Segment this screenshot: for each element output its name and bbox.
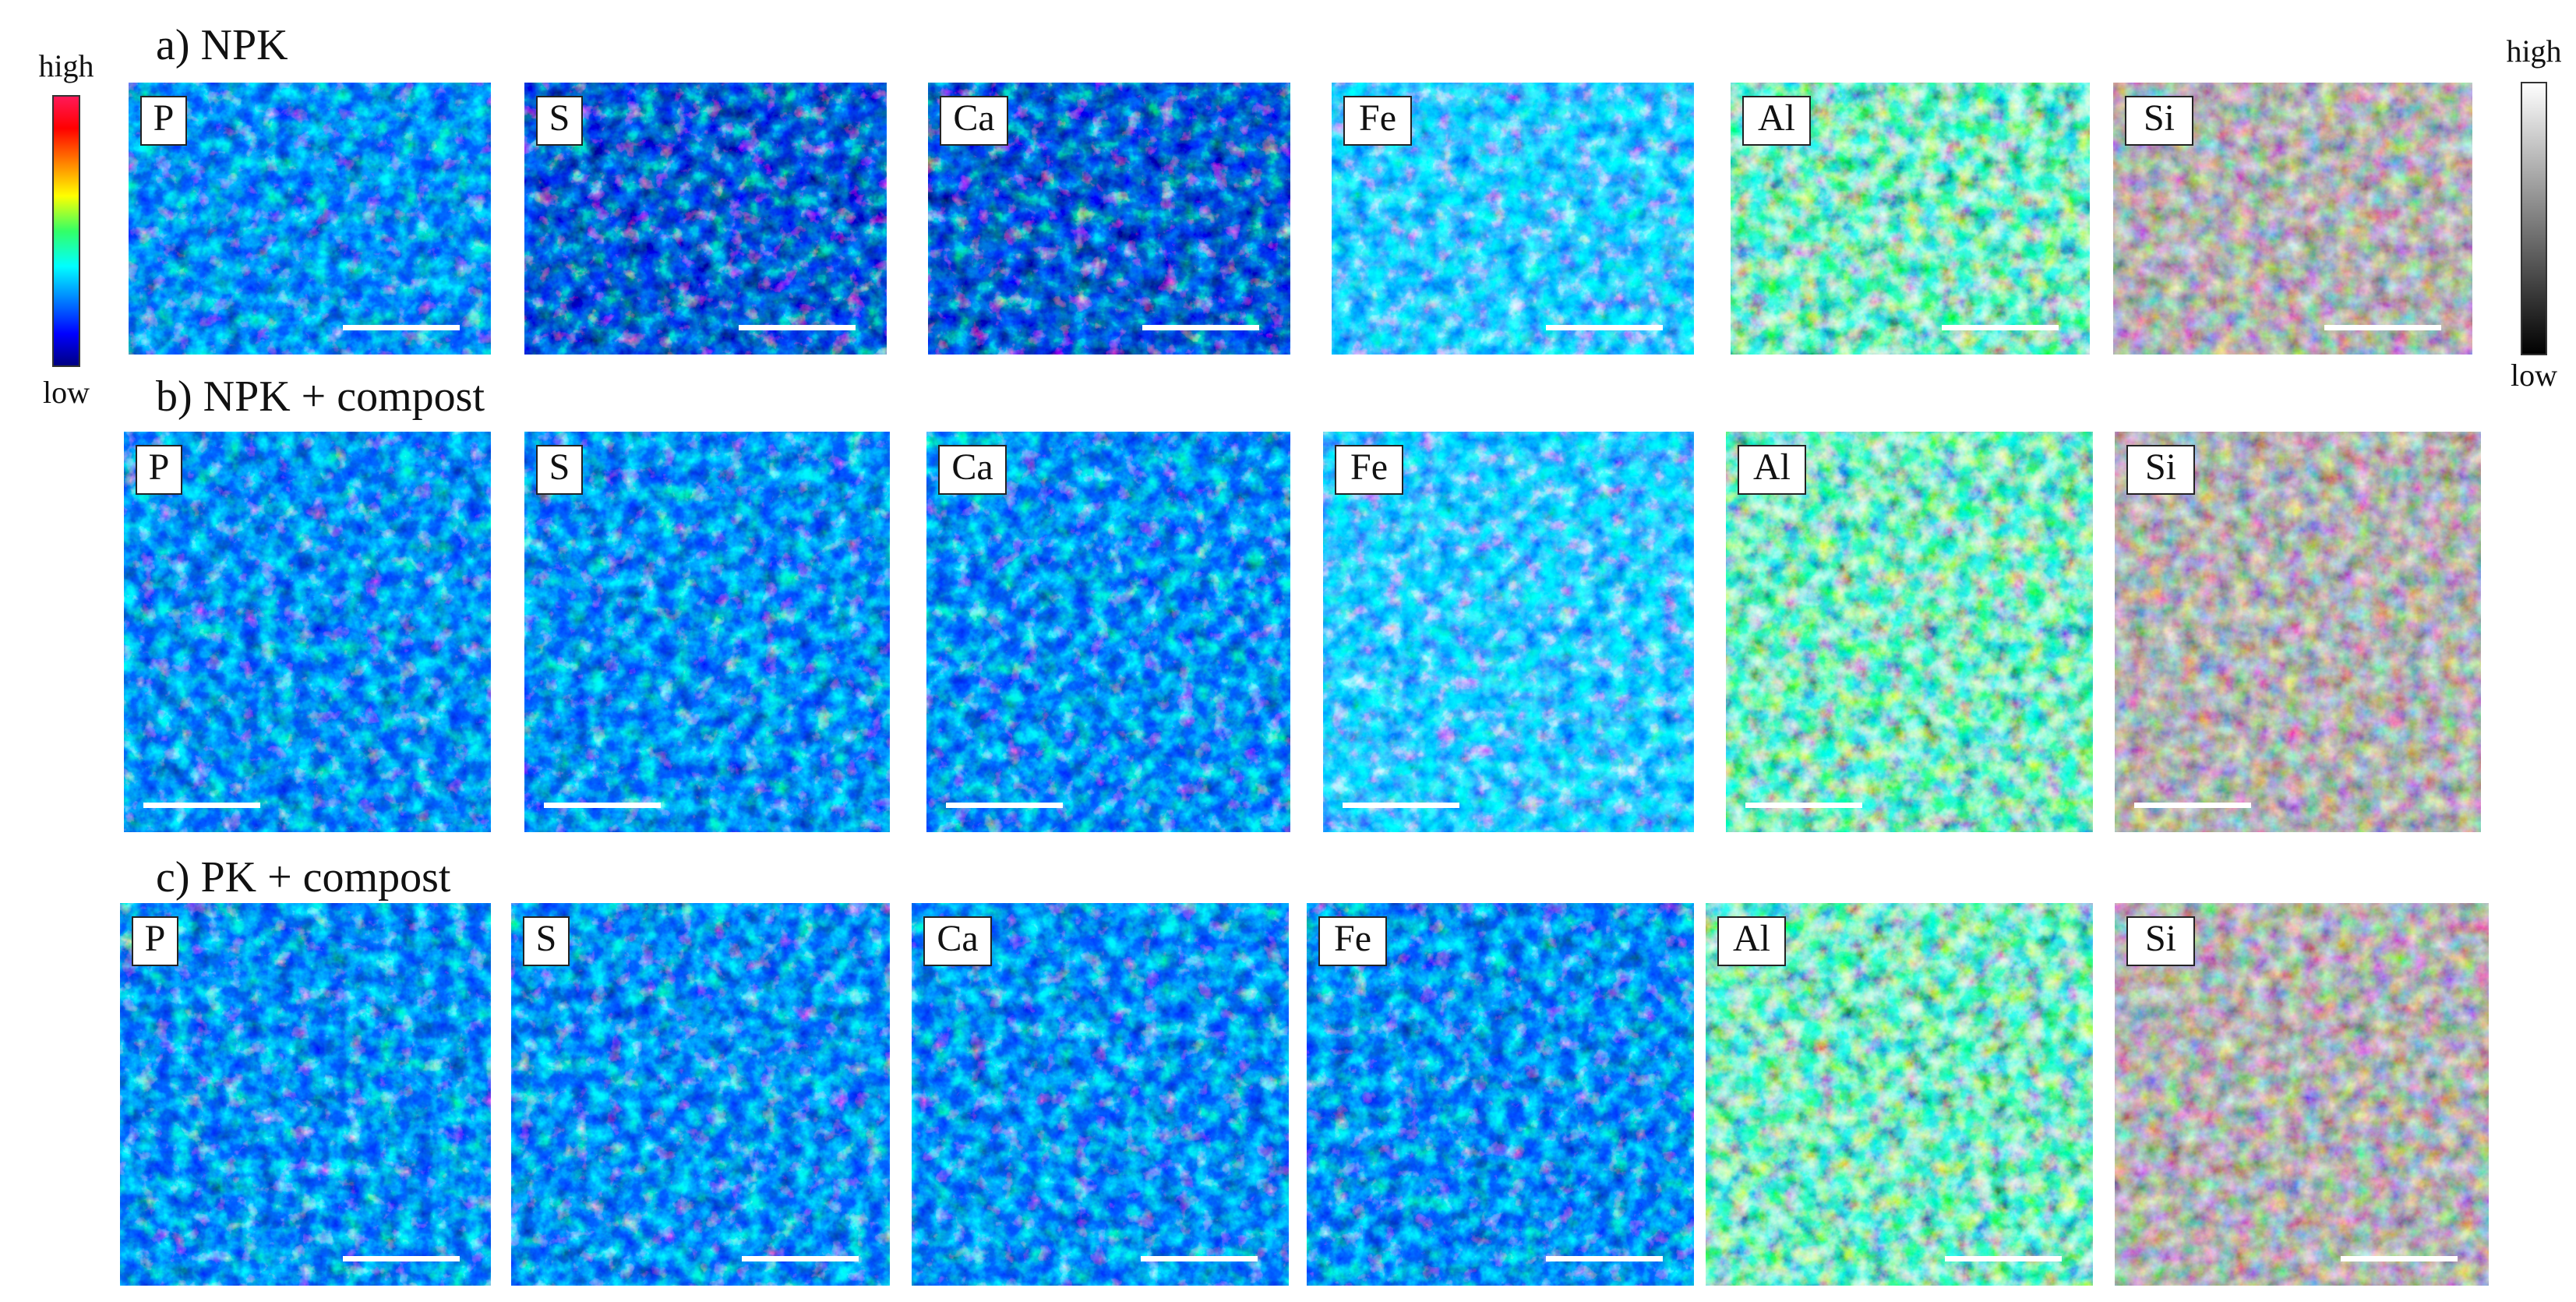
label-box: [1742, 96, 1811, 146]
legend-high: high: [38, 48, 94, 83]
row-title: a) NPK: [156, 21, 288, 69]
label-box: [923, 916, 992, 966]
panel-label: Ca: [953, 97, 994, 139]
scale-bar: [1945, 1256, 2062, 1261]
map-panel: P: [120, 903, 491, 1286]
panel-label: S: [536, 918, 557, 959]
scale-bar: [343, 325, 460, 330]
panel-label: Ca: [951, 446, 993, 488]
panel-label: Al: [1758, 97, 1795, 139]
map-panel: Si: [2113, 83, 2472, 355]
label-box: [938, 445, 1007, 495]
panel-label: Si: [2144, 97, 2175, 139]
map-image: [1706, 903, 2093, 1286]
scale-bar: [739, 325, 856, 330]
panel-label: Ca: [937, 918, 978, 959]
map-image: [129, 83, 491, 355]
map-panel: S: [524, 432, 890, 832]
label-box: [536, 445, 583, 495]
map-image: [1307, 903, 1694, 1286]
label-box: [523, 916, 570, 966]
map-panel: P: [124, 432, 491, 832]
legend-high: high: [2506, 34, 2561, 69]
map-image: [511, 903, 890, 1286]
row-title: c) PK + compost: [156, 853, 451, 902]
scale-bar: [946, 803, 1063, 808]
legend-low: low: [43, 375, 90, 410]
map-image: [912, 903, 1289, 1286]
scale-bar: [1942, 325, 2059, 330]
label-box: [132, 916, 178, 966]
map-image: [524, 432, 890, 832]
scale-bar: [2134, 803, 2251, 808]
panel-label: S: [549, 97, 570, 139]
label-box: [140, 96, 187, 146]
scale-bar: [1546, 325, 1663, 330]
panel-label: Fe: [1350, 446, 1388, 488]
map-panel: Ca: [912, 903, 1289, 1286]
map-image: [524, 83, 887, 355]
panel-label: Fe: [1334, 918, 1371, 959]
scale-bar: [2341, 1256, 2458, 1261]
label-box: [1335, 445, 1403, 495]
colorbar-gray: [2521, 82, 2547, 355]
map-panel: Fe: [1332, 83, 1694, 355]
map-panel: P: [129, 83, 491, 355]
panel-label: P: [149, 446, 170, 488]
scale-bar: [742, 1256, 859, 1261]
label-box: [1318, 916, 1387, 966]
map-panel: Ca: [928, 83, 1290, 355]
label-box: [1717, 916, 1786, 966]
scale-bar: [143, 803, 260, 808]
map-image: [120, 903, 491, 1286]
map-image: [1323, 432, 1694, 832]
map-panel: S: [511, 903, 890, 1286]
map-image: [124, 432, 491, 832]
scale-bar: [1141, 1256, 1258, 1261]
map-image: [2115, 903, 2489, 1286]
scale-bar: [1343, 803, 1459, 808]
legend-low: low: [2511, 358, 2557, 393]
left-colorbar: high low: [38, 48, 94, 410]
map-panel: Fe: [1323, 432, 1694, 832]
map-image: [2115, 432, 2481, 832]
map-panel: S: [524, 83, 887, 355]
label-box: [536, 96, 583, 146]
scale-bar: [2324, 325, 2441, 330]
label-box: [136, 445, 182, 495]
scale-bar: [1142, 325, 1259, 330]
map-panel: Fe: [1307, 903, 1694, 1286]
scale-bar: [544, 803, 661, 808]
panel-label: Al: [1733, 918, 1770, 959]
map-panel: Al: [1731, 83, 2090, 355]
scale-bar: [1546, 1256, 1663, 1261]
scale-bar: [1745, 803, 1862, 808]
label-box: [2126, 445, 2195, 495]
panel-label: Si: [2145, 446, 2176, 488]
row-title: b) NPK + compost: [156, 372, 485, 421]
label-box: [2125, 96, 2193, 146]
map-image: [926, 432, 1290, 832]
map-panel: Si: [2115, 432, 2481, 832]
panel-label: Fe: [1359, 97, 1396, 139]
panel-label: S: [549, 446, 570, 488]
label-box: [1738, 445, 1806, 495]
map-panel: Si: [2115, 903, 2489, 1286]
map-panel: Ca: [926, 432, 1290, 832]
scale-bar: [343, 1256, 460, 1261]
right-colorbar: high low: [2506, 34, 2561, 393]
label-box: [940, 96, 1008, 146]
colorbar-jet: [52, 95, 80, 367]
panel-label: Si: [2145, 918, 2176, 959]
label-box: [1343, 96, 1412, 146]
map-panel: Al: [1726, 432, 2093, 832]
panel-label: Al: [1753, 446, 1791, 488]
map-image: [1726, 432, 2093, 832]
label-box: [2126, 916, 2195, 966]
map-panel: Al: [1706, 903, 2093, 1286]
panel-label: P: [154, 97, 175, 139]
panel-label: P: [145, 918, 166, 959]
